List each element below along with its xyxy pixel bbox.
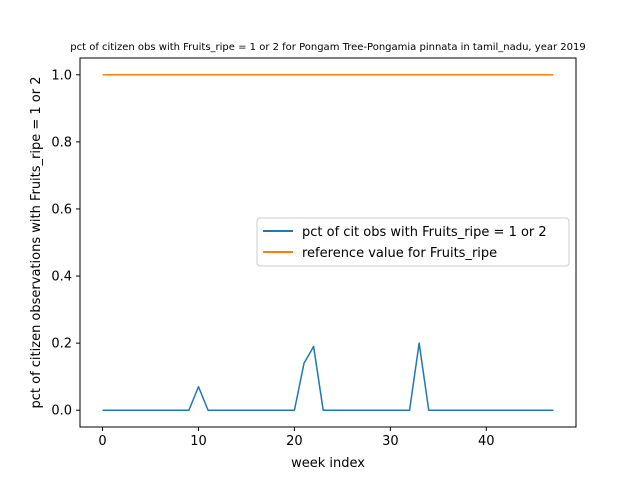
chart-title: pct of citizen obs with Fruits_ripe = 1 …: [70, 42, 585, 53]
y-tick-label: 0.2: [51, 337, 72, 352]
y-axis-title: pct of citizen observations with Fruits_…: [29, 76, 44, 408]
x-tick-label: 0: [98, 434, 106, 449]
x-tick-label: 30: [382, 434, 399, 449]
legend: pct of cit obs with Fruits_ripe = 1 or 2…: [256, 217, 570, 267]
x-tick-label: 10: [190, 434, 207, 449]
series-layer: [102, 74, 554, 411]
y-tick-label: 1.0: [51, 68, 72, 83]
x-axis: 0 10 20 30 40: [98, 427, 495, 449]
series-line-0: [102, 342, 554, 411]
legend-label-reference-value: reference value for Fruits_ripe: [302, 246, 497, 261]
legend-box: [256, 217, 570, 267]
y-tick-label: 0.6: [51, 202, 72, 217]
x-tick-label: 40: [478, 434, 495, 449]
y-tick-label: 0.8: [51, 135, 72, 150]
y-axis: 0.0 0.2 0.4 0.6 0.8 1.0: [51, 68, 80, 419]
y-tick-label: 0.4: [51, 270, 72, 285]
legend-label-pct-of-cit-obs: pct of cit obs with Fruits_ripe = 1 or 2: [302, 225, 547, 240]
x-axis-title: week index: [291, 456, 365, 471]
x-tick-label: 20: [286, 434, 303, 449]
y-tick-label: 0.0: [51, 404, 72, 419]
plot-frame: [79, 57, 577, 428]
